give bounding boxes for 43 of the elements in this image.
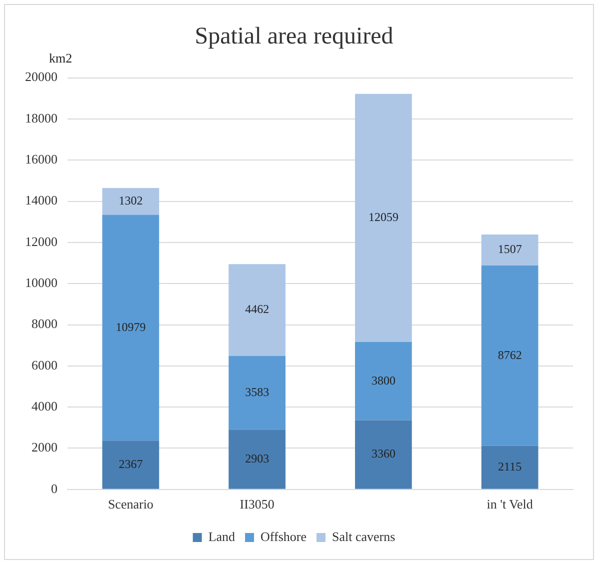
bar: [481, 266, 538, 446]
y-tick-label: 18000: [25, 110, 58, 126]
bar: [102, 214, 160, 441]
y-tick-label: 20000: [25, 69, 58, 84]
bar: [228, 264, 286, 356]
data-label: 2115: [498, 460, 522, 474]
data-label: 12059: [368, 210, 398, 224]
bar: [102, 188, 160, 215]
y-tick-label: 10000: [25, 275, 58, 290]
bar: [355, 94, 412, 342]
y-tick-label: 12000: [25, 234, 58, 249]
y-tick-label: 6000: [32, 357, 58, 372]
x-tick-label: II3050: [240, 496, 274, 512]
bar: [355, 420, 412, 489]
bar: [228, 430, 286, 489]
data-label: 2903: [245, 451, 270, 466]
data-label: 10979: [116, 320, 146, 334]
bar: [481, 234, 538, 266]
chart-title: Spatial area required: [194, 24, 394, 50]
y-tick-label: 0: [51, 480, 58, 496]
data-label: 3583: [245, 384, 270, 399]
data-label: 1507: [498, 242, 522, 256]
data-label: 8762: [498, 348, 522, 362]
y-tick-label: 14000: [25, 192, 58, 208]
y-axis-title: km2: [49, 50, 72, 66]
data-label: 1302: [118, 194, 143, 208]
data-label: 2367: [118, 456, 143, 471]
y-tick-label: 2000: [32, 440, 58, 455]
x-tick-label: in 't Veld: [486, 496, 534, 512]
bar: [102, 440, 160, 489]
legend-label: Land: [208, 528, 236, 544]
bar: [355, 342, 412, 420]
x-tick-label: Scenario: [108, 496, 154, 512]
y-tick-label: 8000: [32, 316, 58, 332]
data-label: 4462: [245, 302, 270, 316]
y-tick-label: 4000: [32, 398, 58, 414]
legend-label: Salt caverns: [332, 528, 396, 544]
bar: [481, 446, 538, 489]
data-label: 3360: [371, 446, 396, 461]
bar: [228, 356, 286, 430]
data-label: 3800: [371, 373, 396, 388]
legend-label: Offshore: [260, 528, 307, 544]
y-tick-label: 16000: [25, 152, 58, 167]
